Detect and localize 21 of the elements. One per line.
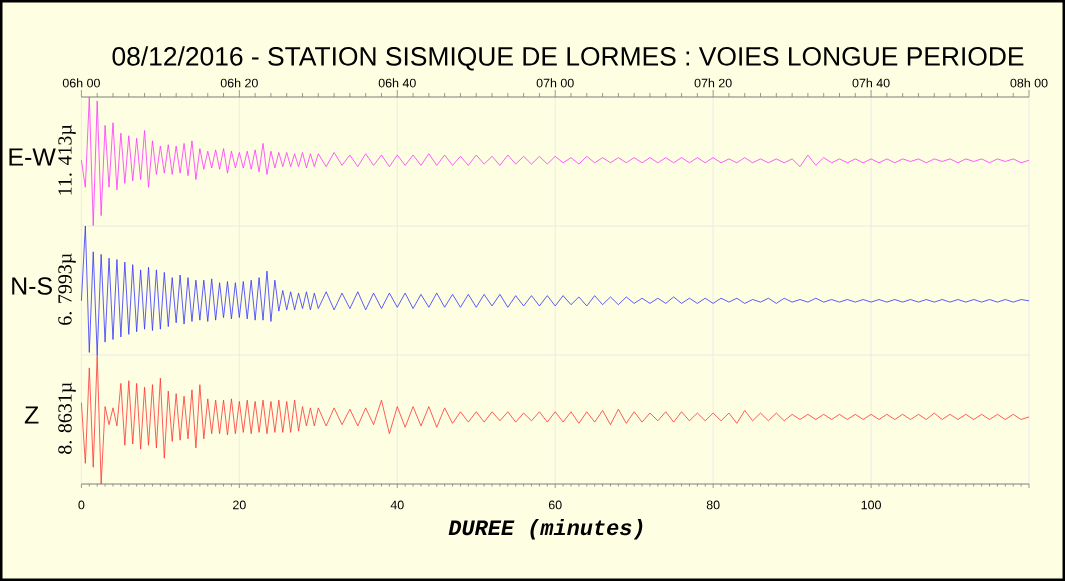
y-axis-title: E-W [9,148,56,166]
y-axis-title: N-S [12,277,52,295]
text: 11. 413µ [58,124,76,195]
x-tick-label: 20 [233,500,246,510]
x2-tick-label: 06h 20 [220,78,258,88]
x2-tick-label: 07h 40 [852,78,890,88]
x2-tick-label: 07h 20 [694,78,732,88]
x-tick-label: 60 [548,500,562,510]
x2-tick-label: 06h 00 [62,78,100,88]
x-tick-label: 0 [78,500,85,510]
x-tick-label: 40 [390,500,404,510]
x2-tick-label: 06h 40 [378,78,416,88]
x-axis-title: DUREE (minutes) [448,519,643,540]
x2-tick-label: 07h 00 [536,78,574,88]
chart-title: 08/12/2016 - STATION SISMIQUE DE LORMES : VOIES LONGUE PERIODE [112,46,1024,71]
x2-tick-label: 08h 00 [1010,78,1048,88]
text: 6. 7993µ [58,253,76,325]
x-tick-label: 80 [706,500,720,510]
x-tick-label: 100 [861,500,881,510]
y-axis-title: Z [24,406,39,424]
text: 8. 8631µ [58,382,76,454]
